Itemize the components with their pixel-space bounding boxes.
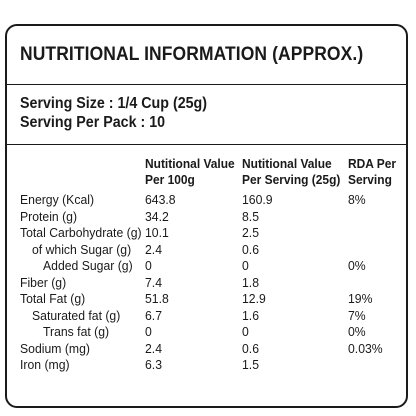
nutrient-name: Iron (mg): [20, 357, 70, 372]
divider: [7, 144, 406, 145]
nutrient-name: Energy (Kcal): [20, 192, 95, 207]
value-per-100g: 643.8: [145, 192, 176, 207]
header-line: Nutitional Value: [242, 156, 332, 171]
header-line: RDA Per: [348, 156, 397, 171]
nutrient-name: Added Sugar (g): [43, 258, 133, 273]
value-per-serving: 1.8: [242, 274, 259, 290]
nutrient-name: Sodium (mg): [20, 340, 90, 356]
value-per-100g: 6.7: [145, 307, 162, 323]
serving-per-pack: Serving Per Pack : 10: [20, 114, 166, 131]
value-per-serving: 160.9: [242, 192, 273, 207]
value-per-100g: 51.8: [145, 291, 169, 306]
value-per-serving: 1.6: [242, 307, 259, 323]
header-line: Per 100g: [145, 171, 195, 187]
header-rda: RDA Per Serving: [348, 156, 396, 187]
value-per-100g: 6.3: [145, 357, 162, 372]
value-rda: 0.03%: [348, 340, 383, 356]
nutrient-name: Trans fat (g): [43, 324, 110, 339]
value-per-100g: 7.4: [145, 274, 162, 290]
value-per-100g: 10.1: [145, 225, 169, 240]
nutrient-name: Fiber (g): [20, 274, 67, 290]
value-per-serving: 0.6: [242, 241, 259, 257]
value-per-serving: 0: [242, 324, 249, 339]
value-rda: 0%: [348, 258, 366, 273]
value-per-100g: 0: [145, 258, 152, 273]
nutrient-name: of which Sugar (g): [32, 241, 132, 257]
nutrient-name: Saturated fat (g): [32, 307, 121, 323]
value-per-serving: 0.6: [242, 340, 259, 356]
value-per-serving: 12.9: [242, 291, 266, 306]
value-per-100g: 2.4: [145, 340, 162, 356]
header-line: Serving: [348, 171, 392, 187]
value-per-serving: 2.5: [242, 225, 259, 240]
value-rda: 0%: [348, 324, 366, 339]
value-per-serving: 8.5: [242, 208, 259, 224]
value-per-serving: 1.5: [242, 357, 259, 372]
nutrient-name: Protein (g): [20, 208, 78, 224]
serving-info: Serving Size : 1/4 Cup (25g) Serving Per…: [20, 94, 207, 132]
panel-title: NUTRITIONAL INFORMATION (APPROX.): [20, 44, 364, 65]
header-per-serving: Nutitional Value Per Serving (25g): [242, 156, 340, 187]
nutrient-name: Total Carbohydrate (g): [20, 225, 142, 240]
header-line: Nutitional Value: [145, 156, 235, 171]
value-rda: 19%: [348, 291, 373, 306]
serving-size: Serving Size : 1/4 Cup (25g): [20, 95, 208, 112]
nutrition-panel: NUTRITIONAL INFORMATION (APPROX.) Servin…: [5, 24, 408, 408]
value-per-100g: 0: [145, 324, 152, 339]
value-per-serving: 0: [242, 258, 249, 273]
divider: [7, 84, 406, 85]
nutrient-name: Total Fat (g): [20, 291, 86, 306]
value-per-100g: 34.2: [145, 208, 169, 224]
value-rda: 8%: [348, 192, 366, 207]
value-per-100g: 2.4: [145, 241, 162, 257]
header-line: Per Serving (25g): [242, 171, 341, 187]
value-rda: 7%: [348, 307, 366, 323]
header-per-100g: Nutitional Value Per 100g: [145, 156, 235, 187]
